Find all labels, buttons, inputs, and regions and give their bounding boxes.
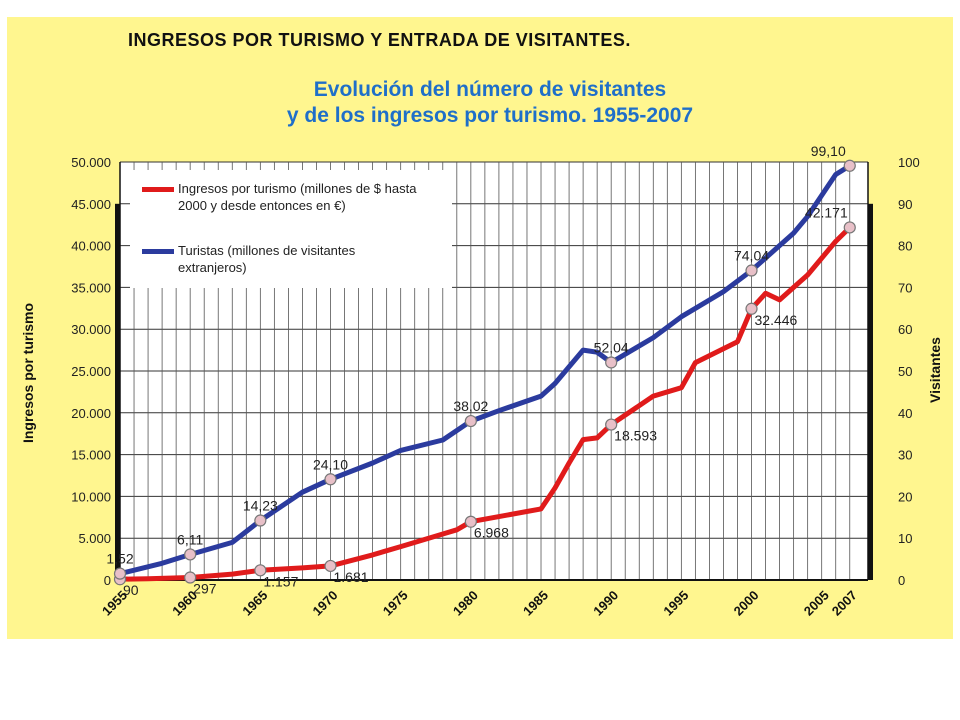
y-left-tick-label: 15.000 bbox=[71, 448, 111, 463]
data-label-ingresos: 6.968 bbox=[474, 525, 509, 541]
data-point-ingresos bbox=[843, 221, 856, 234]
x-tick-label: 1990 bbox=[590, 588, 621, 619]
y-right-tick-label: 40 bbox=[898, 406, 912, 421]
data-point-ingresos bbox=[254, 564, 267, 577]
data-point-ingresos bbox=[464, 515, 477, 528]
data-point-turistas bbox=[605, 356, 618, 369]
series-line-turistas bbox=[117, 163, 853, 577]
y-right-tick-label: 50 bbox=[898, 364, 912, 379]
legend-label-ingresos: Ingresos por turismo (millones de $ hast… bbox=[178, 181, 417, 213]
chart-title-line-1: Evolución del número de visitantes bbox=[313, 78, 667, 101]
data-point-turistas bbox=[745, 264, 758, 277]
data-label-turistas: 99,10 bbox=[811, 143, 846, 159]
data-point-turistas bbox=[843, 159, 856, 172]
y-right-tick-label: 0 bbox=[898, 573, 905, 588]
x-tick-label: 1965 bbox=[239, 588, 270, 619]
data-point-turistas bbox=[254, 514, 267, 527]
y-left-tick-label: 45.000 bbox=[71, 197, 111, 212]
data-point-turistas bbox=[464, 414, 477, 428]
y-left-tick-label: 5.000 bbox=[78, 531, 111, 546]
x-tick-label: 2005 bbox=[801, 588, 832, 619]
data-label-turistas: 38,02 bbox=[453, 398, 488, 414]
y-left-tick-label: 30.000 bbox=[71, 322, 111, 337]
data-point-ingresos bbox=[324, 559, 337, 573]
y-right-tick-label: 60 bbox=[898, 322, 912, 337]
left-axis-strip bbox=[115, 203, 120, 581]
data-label-ingresos: 90 bbox=[123, 582, 139, 598]
y-left-tick-label: 10.000 bbox=[71, 489, 111, 504]
y-right-tick-label: 20 bbox=[898, 489, 912, 504]
x-tick-label: 1985 bbox=[520, 588, 551, 619]
right-axis-strip bbox=[868, 203, 873, 581]
data-label-turistas: 6,11 bbox=[177, 531, 203, 547]
data-label-ingresos: 1.681 bbox=[334, 569, 369, 585]
x-tick-label: 1980 bbox=[450, 588, 481, 619]
x-tick-label: 1975 bbox=[380, 588, 411, 619]
x-tick-label: 1970 bbox=[310, 588, 341, 619]
y-left-tick-label: 20.000 bbox=[71, 406, 111, 421]
y-right-tick-label: 10 bbox=[898, 531, 912, 546]
y-right-tick-label: 80 bbox=[898, 239, 912, 254]
data-point-turistas bbox=[324, 473, 337, 486]
data-point-ingresos bbox=[745, 302, 758, 315]
legend-swatch-turistas bbox=[142, 249, 174, 254]
chart-title-line-2: y de los ingresos por turismo. 1955-2007 bbox=[286, 104, 694, 127]
y-right-tick-label: 30 bbox=[898, 448, 912, 463]
data-label-ingresos: 32.446 bbox=[755, 312, 798, 328]
x-tick-label: 2007 bbox=[829, 588, 860, 619]
data-point-turistas bbox=[184, 548, 197, 561]
page-header: INGRESOS POR TURISMO Y ENTRADA DE VISITA… bbox=[128, 30, 631, 50]
data-label-ingresos: 1.157 bbox=[263, 573, 298, 589]
legend: Ingresos por turismo (millones de $ hast… bbox=[130, 170, 452, 288]
y-left-tick-label: 40.000 bbox=[71, 239, 111, 254]
y-right-tick-label: 70 bbox=[898, 280, 912, 295]
data-label-turistas: 24,10 bbox=[313, 456, 348, 472]
data-label-ingresos: 42.171 bbox=[805, 204, 848, 220]
y-right-tick-label: 100 bbox=[898, 155, 920, 170]
x-tick-label: 2000 bbox=[731, 588, 762, 619]
y-right-tick-label: 90 bbox=[898, 197, 912, 212]
data-label-turistas: 52,04 bbox=[594, 339, 629, 355]
y-left-tick-label: 35.000 bbox=[71, 280, 111, 295]
data-point-ingresos bbox=[605, 418, 618, 431]
data-label-ingresos: 297 bbox=[193, 581, 217, 597]
series-line-ingresos bbox=[117, 225, 853, 582]
data-label-turistas: 14,23 bbox=[243, 498, 278, 514]
y-left-tick-label: 0 bbox=[104, 573, 111, 588]
data-label-turistas: 1,52 bbox=[106, 551, 133, 567]
data-point-turistas bbox=[113, 567, 127, 580]
data-label-ingresos: 18.593 bbox=[614, 428, 657, 444]
x-tick-label: 1995 bbox=[660, 588, 691, 619]
y-left-tick-label: 50.000 bbox=[71, 155, 111, 170]
data-label-turistas: 74,04 bbox=[734, 248, 769, 264]
y-left-tick-label: 25.000 bbox=[71, 364, 111, 379]
legend-swatch-ingresos bbox=[142, 187, 174, 192]
data-point-ingresos bbox=[184, 571, 197, 584]
legend-label-turistas: Turistas (millones de visitantes extranj… bbox=[178, 243, 356, 275]
